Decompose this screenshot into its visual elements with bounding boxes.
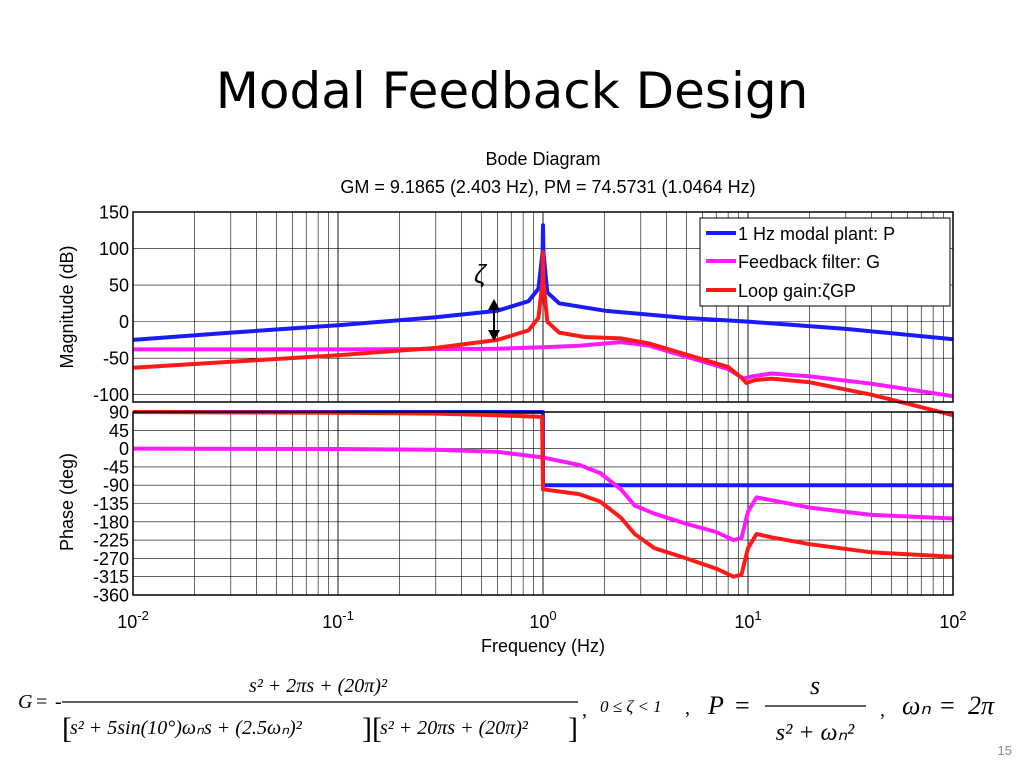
g-lhs: G [18,691,33,713]
p-formula: P = s s² + ωₙ² , [707,671,885,746]
comma-3: , [880,699,885,721]
g-numerator: s² + 2πs + (20π)² [249,675,388,697]
zeta-range: 0 ≤ ζ < 1 [600,697,662,716]
page-number: 15 [997,743,1012,758]
magnitude-series-loop-gain-line [132,250,954,418]
phase-series-loop-gain-line [132,410,954,579]
legend-box [699,217,951,307]
legend-label-filter: Feedback filter: G [738,252,880,272]
g-bracket-close-1: ] [362,712,372,745]
y-tick-label: -50 [103,349,129,369]
magnitude-series-plant-line [132,223,954,342]
zeta-label: ζ [474,259,488,289]
legend-label-loop: Loop gain:ζGP [738,281,856,301]
x-tick-label: 100 [529,608,556,632]
g-formula: G = - s² + 2πs + (20π)² [ s² + 5sin(10°)… [18,675,587,745]
zeta-arrow-head-up [488,299,500,310]
phase-axes-box [132,411,954,596]
y-tick-label: 0 [119,312,129,332]
g-minus: - [55,691,62,713]
magnitude-series [132,223,954,418]
slide-title: Modal Feedback Design [215,62,809,120]
y-tick-label: -135 [93,494,129,514]
magnitude-ylabel: Magnitude (dB) [57,245,77,368]
x-tick-label: 10-2 [117,608,149,632]
zeta-arrow-head-down [488,330,500,341]
y-tick-label: -45 [103,457,129,477]
y-tick-label: -225 [93,531,129,551]
wn-formula: ωₙ = 2π [902,691,995,720]
phase-ylabel: Phase (deg) [57,453,77,551]
y-tick-label: -100 [93,385,129,405]
y-tick-label: 0 [119,439,129,459]
y-tick-label: -270 [93,549,129,569]
x-tick-label: 101 [734,608,761,632]
p-lhs: P [707,691,724,720]
phase-series-filter-line [132,446,954,543]
p-denominator: s² + ωₙ² [776,720,855,746]
y-tick-label: -90 [103,476,129,496]
g-equals: = [36,691,47,713]
y-tick-label: -315 [93,567,129,587]
g-denominator-2: s² + 20πs + (20π)² [380,717,529,739]
y-tick-label: 45 [109,421,129,441]
formula-row: G = - s² + 2πs + (20π)² [ s² + 5sin(10°)… [18,671,995,746]
g-bracket-open-2: [ [372,712,382,745]
magnitude-panel: 150 100 50 0 -50 -100 [93,202,954,418]
chart-title: Bode Diagram [485,149,600,169]
magnitude-series-filter-line [133,340,954,399]
magnitude-axes-box [132,211,954,403]
phase-grid [132,411,953,596]
comma-2: , [685,697,690,719]
y-tick-label: 150 [99,202,129,222]
wn-rhs: 2π [968,691,995,720]
comma-1: , [582,699,587,721]
g-denominator-1: s² + 5sin(10°)ωₙs + (2.5ωₙ)² [70,717,303,739]
x-axis-label: Frequency (Hz) [481,636,605,656]
wn-equals: = [940,691,955,720]
magnitude-tick-labels: 150 100 50 0 -50 -100 [93,202,129,405]
chart-subtitle: GM = 9.1865 (2.403 Hz), PM = 74.5731 (1.… [340,177,755,197]
legend: 1 Hz modal plant: P Feedback filter: G L… [699,217,951,307]
wn-lhs: ωₙ [902,691,931,720]
y-tick-label: 100 [99,239,129,259]
zeta-annotation: ζ [474,259,500,341]
x-tick-label: 10-1 [322,608,354,632]
g-bracket-open-1: [ [62,712,72,745]
p-numerator: s [810,671,820,700]
y-tick-label: 50 [109,276,129,296]
x-tick-labels: 10-2 10-1 100 101 102 [117,608,966,632]
y-tick-label: 90 [109,402,129,422]
y-tick-label: -180 [93,512,129,532]
g-bracket-close-2: ] [568,712,578,745]
legend-label-plant: 1 Hz modal plant: P [738,224,895,244]
x-tick-label: 102 [939,608,966,632]
y-tick-label: -360 [93,585,129,605]
p-equals: = [735,691,750,720]
zeta-range-formula: 0 ≤ ζ < 1 , [600,697,690,719]
